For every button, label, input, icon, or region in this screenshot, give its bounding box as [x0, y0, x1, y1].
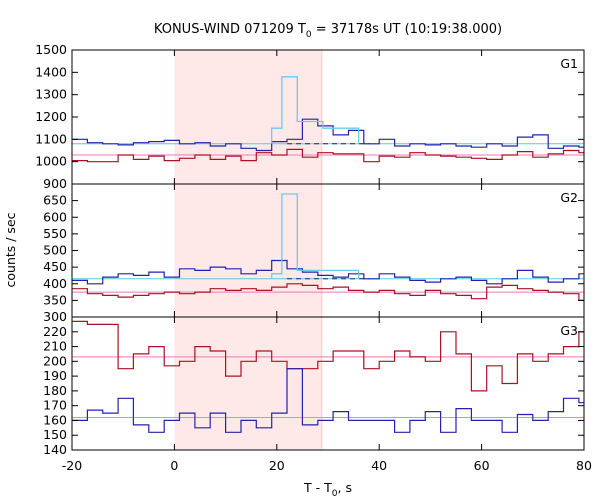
x-axis-label: T - T0, s: [303, 480, 352, 499]
y-tick-label: 150: [43, 427, 67, 442]
panel-frame: [71, 316, 585, 451]
burst-interval-shade: [174, 184, 322, 317]
series-hard-line: [72, 368, 584, 433]
burst-interval-shade: [174, 317, 322, 450]
series-burst-line: [271, 76, 360, 144]
x-tick-label: 0: [170, 458, 178, 473]
lightcurve-series: [72, 76, 584, 433]
y-tick-label: 400: [43, 276, 67, 291]
panel-label: G1: [560, 56, 578, 71]
panel-frame: [71, 183, 585, 318]
burst-interval-shade: [174, 50, 322, 184]
x-tick-label: 80: [576, 458, 592, 473]
background-fit-lines: [72, 143, 584, 418]
series-hard-line: [72, 259, 584, 285]
series-soft-line: [72, 148, 584, 163]
y-tick-label: 220: [43, 324, 67, 339]
x-tick-label: 60: [474, 458, 490, 473]
x-tick-label: -20: [62, 458, 82, 473]
y-axis-label: counts / sec: [3, 212, 18, 287]
series-soft-line: [72, 320, 584, 392]
y-tick-label: 300: [43, 309, 67, 324]
series-hard-line: [72, 118, 584, 152]
panel-label: G2: [560, 190, 578, 205]
y-tick-label: 1300: [35, 87, 67, 102]
y-tick-label: 1200: [35, 109, 67, 124]
y-tick-label: 1500: [35, 42, 67, 57]
y-tick-label: 160: [43, 412, 67, 427]
y-tick-label: 180: [43, 383, 67, 398]
series-burst-line: [271, 193, 360, 279]
y-tick-label: 450: [43, 259, 67, 274]
chart-title: KONUS-WIND 071209 T0 = 37178s UT (10:19:…: [154, 22, 502, 40]
y-tick-label: 200: [43, 353, 67, 368]
tick-labels: 900100011001200130014001500G130035040045…: [35, 42, 592, 473]
burst-interval-shading: [174, 50, 323, 450]
axis-ticks: [71, 49, 585, 451]
x-tick-label: 40: [371, 458, 387, 473]
y-tick-label: 190: [43, 368, 67, 383]
y-tick-label: 1100: [35, 131, 67, 146]
series-soft-line: [72, 283, 584, 301]
y-tick-label: 550: [43, 226, 67, 241]
x-tick-label: 20: [269, 458, 285, 473]
y-tick-label: 600: [43, 209, 67, 224]
y-tick-label: 900: [43, 176, 67, 191]
y-tick-label: 210: [43, 339, 67, 354]
panel-label: G3: [560, 323, 578, 338]
y-tick-label: 350: [43, 292, 67, 307]
y-tick-label: 140: [43, 442, 67, 457]
y-tick-label: 650: [43, 193, 67, 208]
y-tick-label: 1400: [35, 64, 67, 79]
y-tick-label: 1000: [35, 154, 67, 169]
y-tick-label: 500: [43, 243, 67, 258]
y-tick-label: 170: [43, 398, 67, 413]
panel-frame: [71, 49, 585, 185]
panel-frames: [71, 49, 585, 451]
